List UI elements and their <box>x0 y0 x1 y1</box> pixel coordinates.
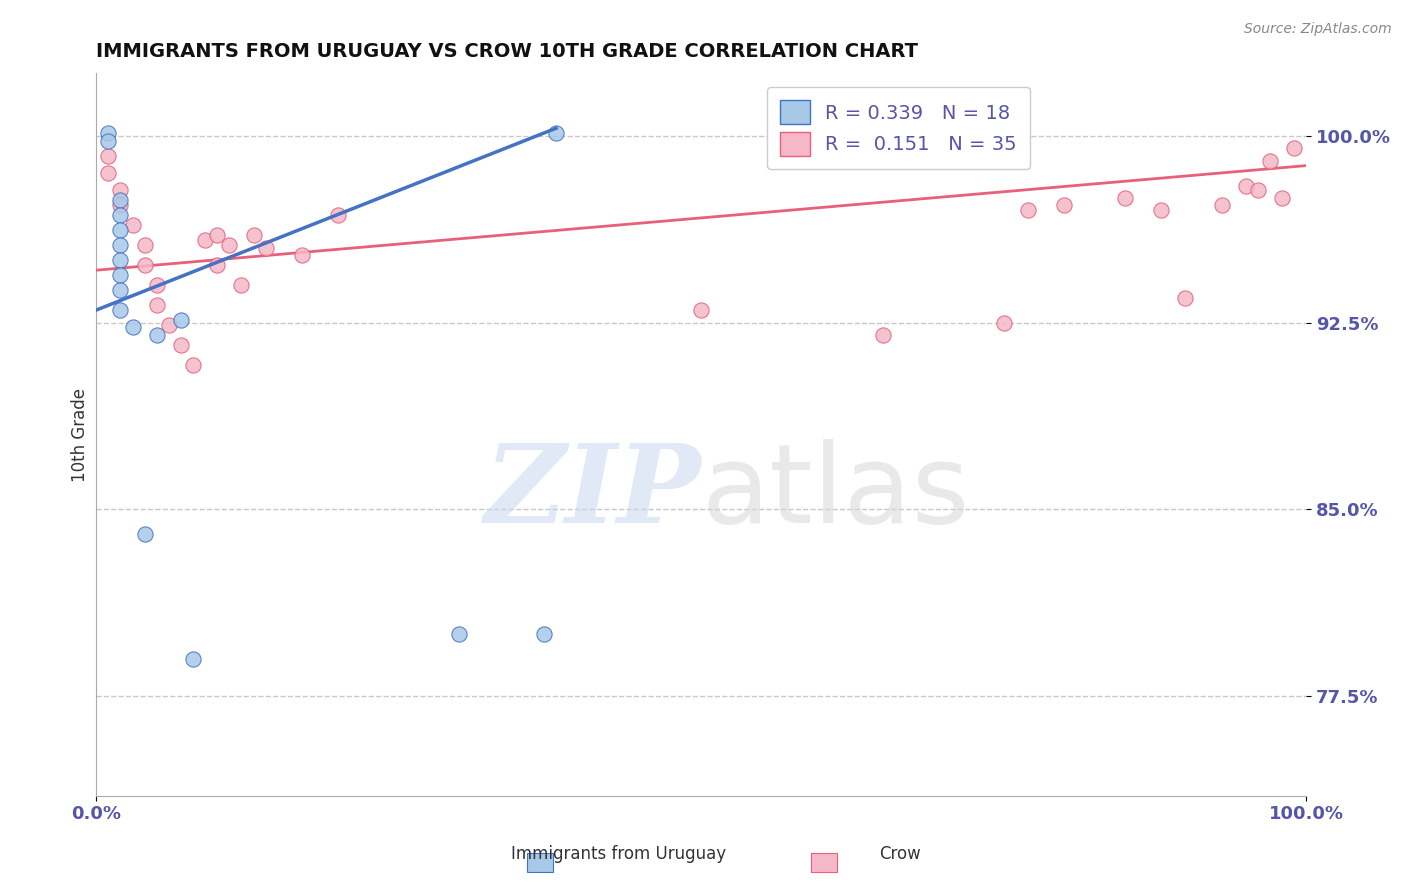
Point <box>1282 141 1305 155</box>
Point <box>97 166 120 180</box>
Point <box>157 318 180 332</box>
Point <box>134 258 156 272</box>
Point <box>533 627 555 641</box>
Point <box>145 328 167 343</box>
Point <box>110 238 132 252</box>
Point <box>134 238 156 252</box>
Point <box>134 527 156 541</box>
Text: Source: ZipAtlas.com: Source: ZipAtlas.com <box>1244 22 1392 37</box>
Point <box>121 320 143 334</box>
Point <box>110 198 132 212</box>
Point <box>110 303 132 318</box>
Text: IMMIGRANTS FROM URUGUAY VS CROW 10TH GRADE CORRELATION CHART: IMMIGRANTS FROM URUGUAY VS CROW 10TH GRA… <box>96 42 918 61</box>
Point <box>1150 203 1173 218</box>
Point <box>1258 153 1281 168</box>
Point <box>328 208 350 222</box>
Point <box>110 223 132 237</box>
Point <box>690 303 713 318</box>
Point <box>449 627 471 641</box>
Point <box>170 338 193 352</box>
Point <box>1174 291 1197 305</box>
Point <box>207 258 229 272</box>
Point <box>207 228 229 243</box>
Point <box>110 184 132 198</box>
Point <box>254 241 277 255</box>
Y-axis label: 10th Grade: 10th Grade <box>72 388 90 482</box>
Point <box>194 233 217 247</box>
Point <box>872 328 894 343</box>
Point <box>145 298 167 312</box>
Point <box>1053 198 1076 212</box>
Point <box>181 358 204 372</box>
Point <box>170 313 193 327</box>
Text: ZIP: ZIP <box>485 439 702 546</box>
Point <box>110 253 132 268</box>
Point <box>110 208 132 222</box>
Point <box>97 126 120 140</box>
Text: Crow: Crow <box>879 846 921 863</box>
Point <box>110 194 132 208</box>
Point <box>1017 203 1039 218</box>
Point <box>218 238 240 252</box>
Point <box>97 148 120 162</box>
Point <box>231 278 253 293</box>
Point <box>1234 178 1257 193</box>
Point <box>97 134 120 148</box>
Point <box>181 652 204 666</box>
Point <box>1247 184 1270 198</box>
Point <box>291 248 314 262</box>
Point <box>242 228 264 243</box>
Legend: R = 0.339   N = 18, R =  0.151   N = 35: R = 0.339 N = 18, R = 0.151 N = 35 <box>766 87 1031 169</box>
Point <box>121 219 143 233</box>
Point <box>993 316 1015 330</box>
Point <box>1211 198 1233 212</box>
Point <box>1271 191 1294 205</box>
Point <box>1114 191 1136 205</box>
Text: atlas: atlas <box>702 439 970 546</box>
Point <box>110 283 132 297</box>
Text: Immigrants from Uruguay: Immigrants from Uruguay <box>510 846 727 863</box>
Point <box>145 278 167 293</box>
Point <box>544 126 567 140</box>
Point <box>110 268 132 282</box>
